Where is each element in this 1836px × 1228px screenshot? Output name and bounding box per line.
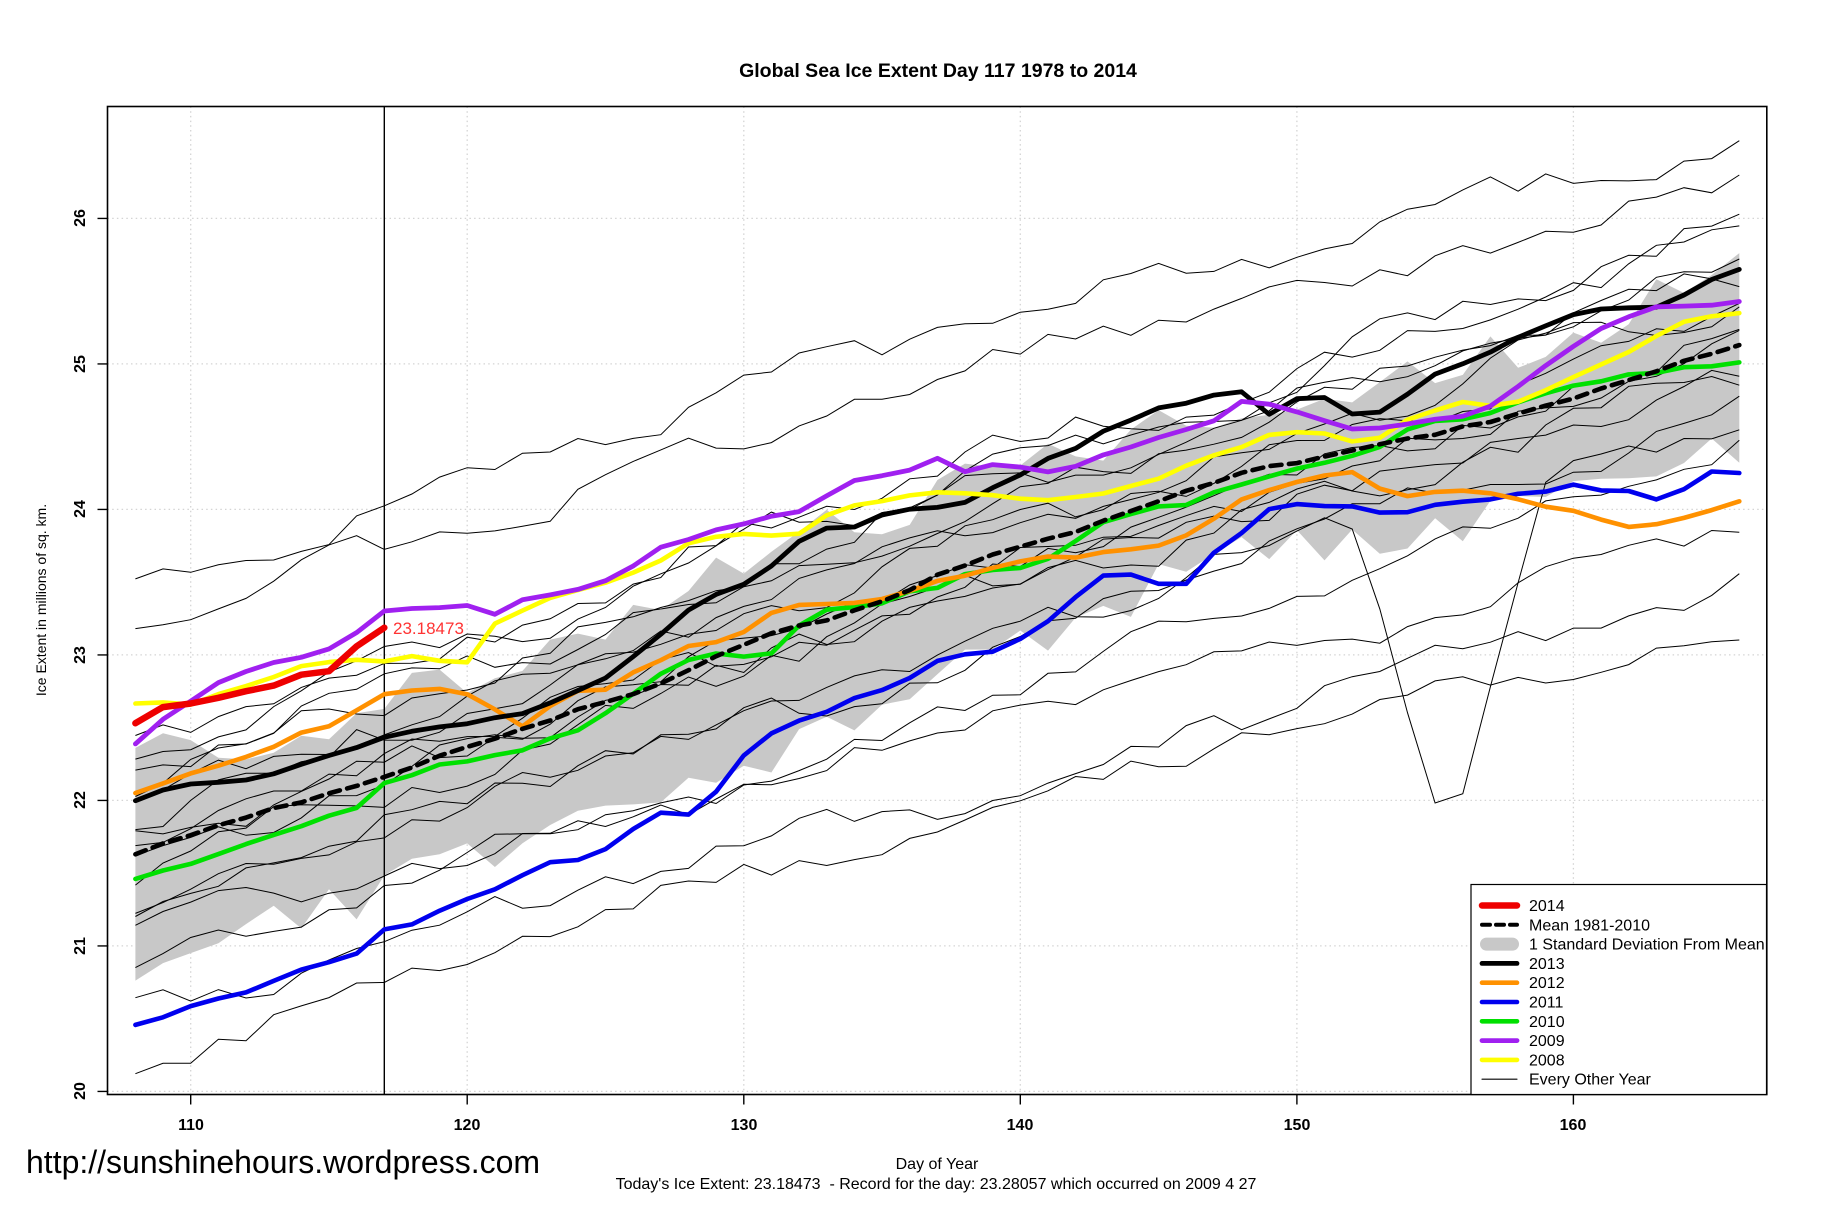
svg-text:Every Other Year: Every Other Year <box>1529 1072 1652 1089</box>
svg-text:http://sunshinehours.wordpress: http://sunshinehours.wordpress.com <box>26 1144 540 1180</box>
svg-text:23.18473: 23.18473 <box>393 619 464 638</box>
svg-text:2009: 2009 <box>1529 1033 1565 1050</box>
svg-text:25: 25 <box>72 355 89 373</box>
svg-text:22: 22 <box>72 791 89 809</box>
svg-text:2013: 2013 <box>1529 956 1565 973</box>
svg-text:160: 160 <box>1560 1117 1587 1134</box>
svg-text:2012: 2012 <box>1529 975 1565 992</box>
svg-text:Today's Ice Extent: 23.18473: Today's Ice Extent: 23.18473 - Record fo… <box>616 1176 1257 1193</box>
svg-text:2014: 2014 <box>1529 898 1565 915</box>
svg-text:24: 24 <box>72 500 89 518</box>
svg-text:130: 130 <box>731 1117 758 1134</box>
svg-text:Ice Extent in millions of sq.: Ice Extent in millions of sq. km. <box>33 504 49 696</box>
svg-text:23: 23 <box>72 646 89 664</box>
svg-text:Mean 1981-2010: Mean 1981-2010 <box>1529 917 1650 934</box>
svg-text:21: 21 <box>72 937 89 955</box>
svg-text:110: 110 <box>178 1117 204 1134</box>
svg-text:140: 140 <box>1007 1117 1034 1134</box>
svg-text:2010: 2010 <box>1529 1014 1565 1031</box>
svg-text:120: 120 <box>454 1117 481 1134</box>
svg-text:2008: 2008 <box>1529 1052 1565 1069</box>
svg-text:Day of Year: Day of Year <box>896 1156 979 1173</box>
svg-text:26: 26 <box>72 209 89 227</box>
svg-text:20: 20 <box>72 1082 89 1100</box>
svg-text:Global Sea Ice Extent Day 117: Global Sea Ice Extent Day 117 1978 to 20… <box>739 60 1137 82</box>
svg-text:2011: 2011 <box>1529 995 1564 1012</box>
svg-text:1 Standard Deviation From Mean: 1 Standard Deviation From Mean <box>1529 937 1765 954</box>
svg-text:150: 150 <box>1284 1117 1311 1134</box>
